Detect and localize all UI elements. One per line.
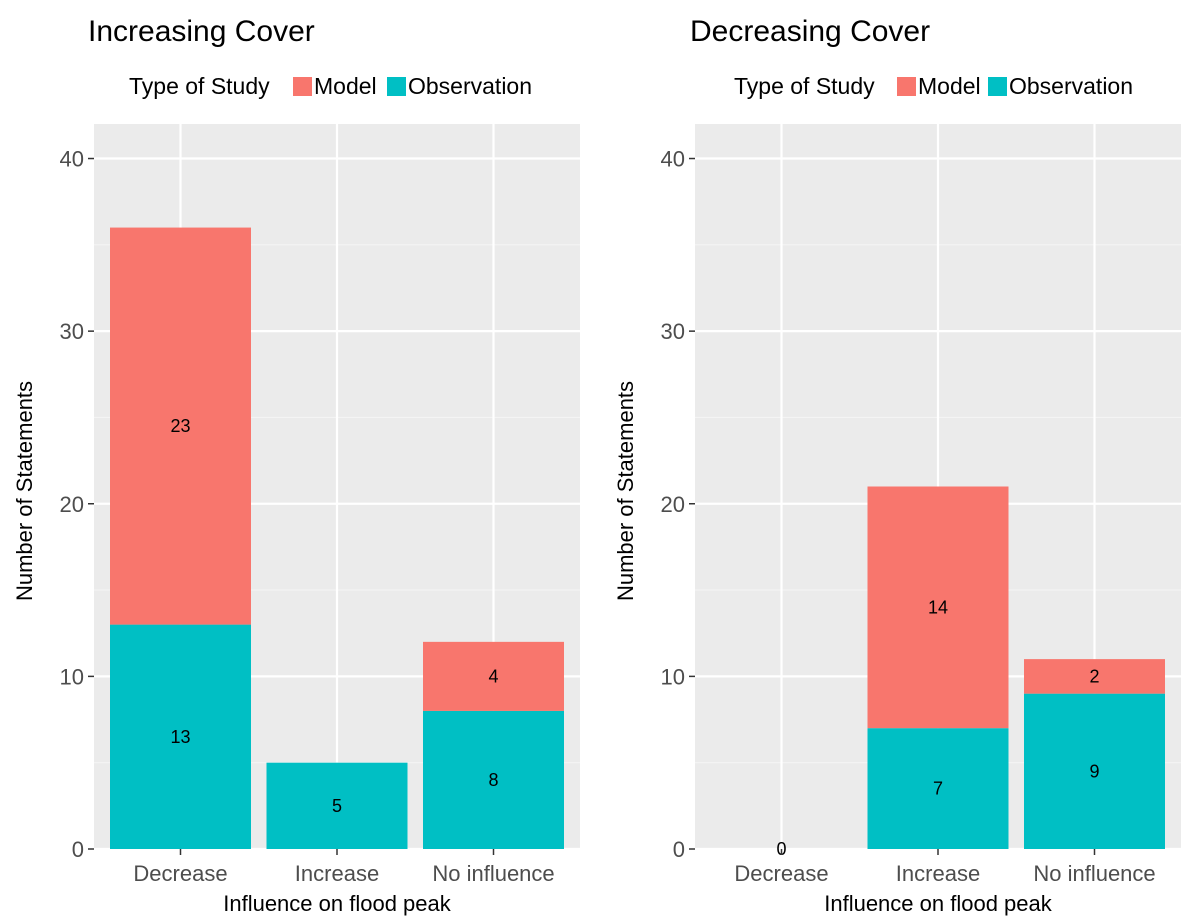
y-tick-label: 0 <box>72 837 84 862</box>
bar-label-observation: 9 <box>1089 761 1099 781</box>
x-tick-no-influence: No influence <box>1033 849 1156 886</box>
bar-label-observation: 8 <box>488 770 498 790</box>
bar-label-observation: 13 <box>170 727 190 747</box>
y-tick-40: 40 <box>60 147 94 172</box>
legend-label-model: Model <box>314 73 377 99</box>
y-tick-label: 10 <box>661 664 685 689</box>
bar-label-observation: 5 <box>332 796 342 816</box>
bar-model <box>423 641 564 711</box>
y-tick-label: 20 <box>60 492 84 517</box>
y-tick-20: 20 <box>60 492 94 517</box>
bar-model <box>110 227 251 625</box>
legend-title: Type of Study <box>734 73 875 99</box>
bar-observation <box>110 624 251 849</box>
x-tick-decrease: Decrease <box>133 849 228 886</box>
bar-model <box>867 486 1009 729</box>
x-tick-label: Increase <box>295 861 379 886</box>
y-tick-40: 40 <box>661 147 695 172</box>
y-axis-title: Number of Statements <box>613 381 638 601</box>
legend-key-model <box>897 77 916 96</box>
x-axis: Decrease Increase No influence <box>734 849 1156 886</box>
bar-labels: 13 23 5 8 4 <box>170 416 498 816</box>
y-axis: 0 10 20 30 40 <box>661 147 695 862</box>
y-tick-label: 30 <box>661 319 685 344</box>
y-tick-label: 0 <box>673 837 685 862</box>
bars <box>110 227 564 849</box>
legend-key-model <box>293 77 312 96</box>
legend-key-observation <box>387 77 406 96</box>
bar-label-model: 14 <box>928 597 948 617</box>
y-axis: 0 10 20 30 40 <box>60 147 94 862</box>
legend-title: Type of Study <box>129 73 270 99</box>
x-tick-increase: Increase <box>896 849 980 886</box>
x-tick-label: No influence <box>1033 861 1155 886</box>
bar-observation <box>1024 693 1165 849</box>
x-tick-label: Decrease <box>734 861 828 886</box>
y-tick-0: 0 <box>72 837 94 862</box>
chart-title: Increasing Cover <box>88 15 315 48</box>
y-tick-20: 20 <box>661 492 695 517</box>
legend-label-observation: Observation <box>408 73 532 99</box>
legend-key-observation <box>988 77 1007 96</box>
bar-label-observation: 7 <box>933 779 943 799</box>
y-tick-10: 10 <box>60 664 94 689</box>
bar-label-model: 2 <box>1089 666 1099 686</box>
legend-label-model: Model <box>918 73 981 99</box>
bar-observation <box>867 728 1009 849</box>
panel-decreasing-cover: Decreasing Cover Type of Study Model Obs… <box>613 15 1181 916</box>
y-tick-label: 30 <box>60 319 84 344</box>
legend-label-observation: Observation <box>1009 73 1133 99</box>
y-tick-10: 10 <box>661 664 695 689</box>
y-tick-30: 30 <box>60 319 94 344</box>
y-tick-30: 30 <box>661 319 695 344</box>
bar-observation <box>266 762 408 849</box>
y-tick-label: 40 <box>60 147 84 172</box>
y-tick-label: 40 <box>661 147 685 172</box>
x-tick-no-influence: No influence <box>432 849 555 886</box>
bar-label-model: 23 <box>170 416 190 436</box>
bar-observation <box>423 710 564 849</box>
bar-label-model: 4 <box>488 666 498 686</box>
x-tick-decrease: Decrease <box>734 849 829 886</box>
y-axis-title: Number of Statements <box>12 381 37 601</box>
panel-increasing-cover: Increasing Cover Type of Study Model Obs… <box>12 15 580 916</box>
bars <box>867 486 1165 849</box>
y-tick-label: 10 <box>60 664 84 689</box>
x-tick-label: No influence <box>432 861 554 886</box>
bar-model <box>1024 659 1165 694</box>
legend: Type of Study Model Observation <box>734 73 1133 99</box>
x-tick-label: Decrease <box>133 861 227 886</box>
x-tick-increase: Increase <box>295 849 379 886</box>
chart-title: Decreasing Cover <box>690 15 930 48</box>
x-axis-title: Influence on flood peak <box>223 891 452 916</box>
x-tick-label: Increase <box>896 861 980 886</box>
x-axis-title: Influence on flood peak <box>824 891 1053 916</box>
y-tick-label: 20 <box>661 492 685 517</box>
y-tick-0: 0 <box>673 837 695 862</box>
legend: Type of Study Model Observation <box>129 73 532 99</box>
x-axis: Decrease Increase No influence <box>133 849 555 886</box>
